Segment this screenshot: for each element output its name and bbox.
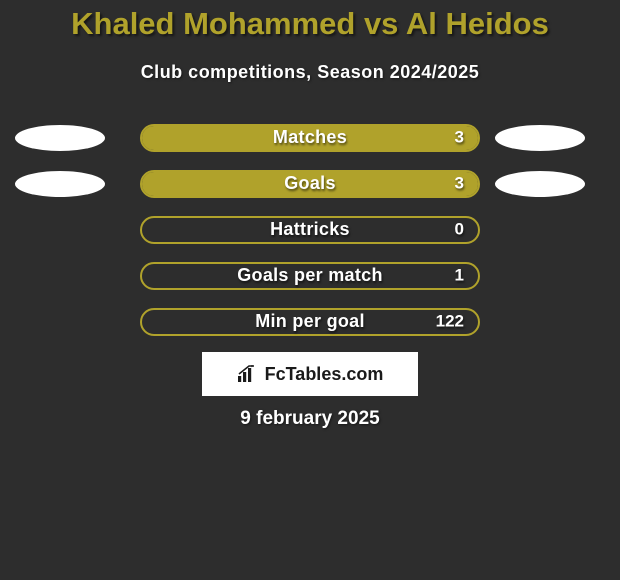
subtitle: Club competitions, Season 2024/2025	[0, 62, 620, 83]
stat-bar-value: 1	[455, 265, 464, 285]
comparison-infographic: Khaled Mohammed vs Al Heidos Club compet…	[0, 0, 620, 580]
stat-bar-value: 122	[436, 311, 464, 331]
player-left-avatar	[15, 125, 105, 151]
fctables-logo: FcTables.com	[202, 352, 418, 396]
player-right-avatar	[495, 125, 585, 151]
stat-bar-fill	[142, 172, 478, 196]
stat-bar: Goals 3	[140, 170, 480, 198]
stat-bar: Min per goal 122	[140, 308, 480, 336]
stat-bar: Hattricks 0	[140, 216, 480, 244]
stat-bar: Goals per match 1	[140, 262, 480, 290]
stat-bar-fill	[142, 126, 478, 150]
player-left-avatar	[15, 171, 105, 197]
page-title: Khaled Mohammed vs Al Heidos	[0, 6, 620, 42]
fctables-logo-label: FcTables.com	[265, 364, 384, 385]
bar-chart-icon	[237, 365, 259, 383]
stat-bar-value: 0	[455, 219, 464, 239]
date-label: 9 february 2025	[0, 408, 620, 430]
stat-bar-label: Min per goal	[142, 311, 478, 332]
fctables-logo-text: FcTables.com	[237, 364, 384, 385]
stat-bar: Matches 3	[140, 124, 480, 152]
player-right-avatar	[495, 171, 585, 197]
stat-bar-label: Goals per match	[142, 265, 478, 286]
stat-bar-label: Hattricks	[142, 219, 478, 240]
